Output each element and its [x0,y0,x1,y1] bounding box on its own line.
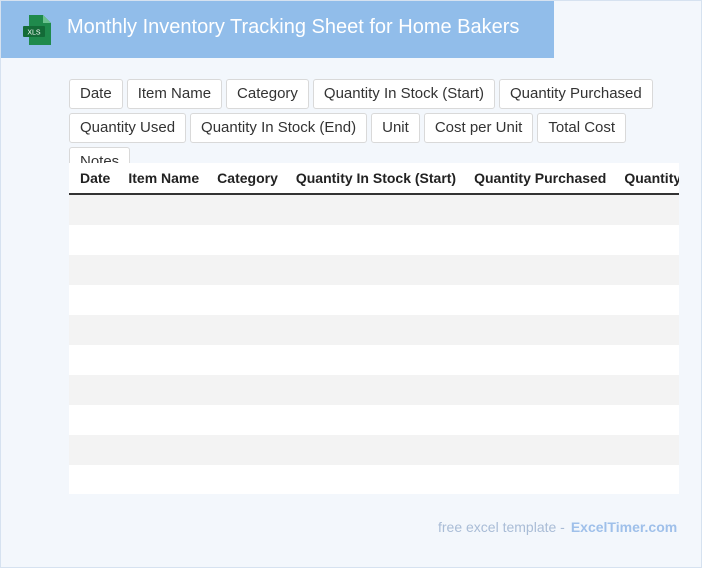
table-row [69,465,679,494]
page-title: Monthly Inventory Tracking Sheet for Hom… [67,16,520,38]
table-row [69,225,679,255]
table-row [69,345,679,375]
column-chip[interactable]: Quantity Used [69,113,187,143]
header-bar: XLS Monthly Inventory Tracking Sheet for… [1,1,554,58]
footer: free excel template - ExcelTimer.com [438,519,677,535]
column-chip[interactable]: Item Name [126,79,223,109]
footer-text: free excel template - [438,519,565,535]
column-chip[interactable]: Quantity In Stock (Start) [312,79,495,109]
column-header: Category [217,170,278,186]
table-row [69,405,679,435]
column-chips: Date Item Name Category Quantity In Stock (… [69,79,689,177]
table-row [69,255,679,285]
table-row [69,375,679,405]
column-chip[interactable]: Total Cost [537,113,627,143]
column-header: Quantity Used [624,170,679,186]
column-header: Quantity Purchased [474,170,607,186]
column-chip[interactable]: Date [69,79,123,109]
table-row [69,285,679,315]
column-chip[interactable]: Cost per Unit [423,113,534,143]
column-header: Date [80,170,111,186]
column-chip[interactable]: Quantity Purchased [498,79,653,109]
table-row [69,435,679,465]
svg-text:XLS: XLS [27,30,41,37]
table-row [69,315,679,345]
table: Date Item Name Category Quantity In Stock (… [69,163,679,494]
column-chip[interactable]: Category [226,79,309,109]
column-chip[interactable]: Unit [371,113,420,143]
column-chip[interactable]: Quantity In Stock (End) [190,113,368,143]
xls-icon: XLS [23,15,51,45]
column-header: Item Name [128,170,200,186]
column-header: Quantity In Stock (Start) [295,170,457,186]
table-header: Date Item Name Category Quantity In Stock (… [69,163,679,195]
footer-link[interactable]: ExcelTimer.com [570,519,678,535]
table-body [69,195,679,494]
table-row [69,195,679,225]
